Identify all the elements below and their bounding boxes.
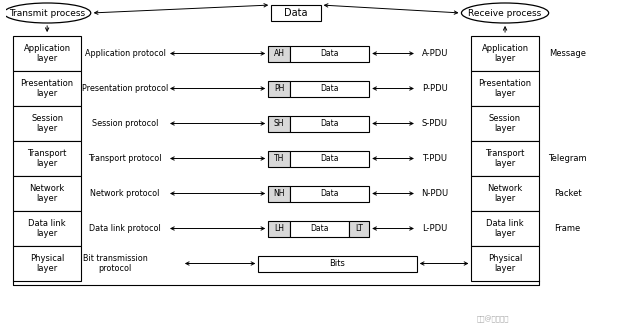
- Bar: [349, 220, 369, 237]
- Text: T-PDU: T-PDU: [422, 154, 447, 163]
- Text: Presentation
layer: Presentation layer: [21, 79, 74, 98]
- Text: NH: NH: [273, 189, 285, 198]
- Bar: [268, 220, 290, 237]
- Text: Receive process: Receive process: [469, 9, 542, 18]
- Bar: [14, 176, 81, 211]
- Text: Presentation protocol: Presentation protocol: [82, 84, 168, 93]
- Bar: [268, 80, 290, 97]
- Bar: [14, 141, 81, 176]
- Text: Data link
layer: Data link layer: [28, 219, 66, 238]
- Text: Bits: Bits: [329, 259, 346, 268]
- Ellipse shape: [462, 3, 548, 23]
- Text: Data: Data: [320, 84, 339, 93]
- Text: N-PDU: N-PDU: [421, 189, 448, 198]
- Bar: [471, 246, 539, 281]
- Text: Transport
layer: Transport layer: [27, 149, 67, 168]
- Text: Data: Data: [320, 154, 339, 163]
- Ellipse shape: [4, 3, 90, 23]
- Text: 知乎@电子同胞: 知乎@电子同胞: [476, 316, 509, 323]
- Text: Network
layer: Network layer: [487, 184, 523, 203]
- Text: Transport
layer: Transport layer: [485, 149, 525, 168]
- Bar: [268, 45, 290, 62]
- Text: Physical
layer: Physical layer: [30, 254, 64, 273]
- Text: Application
layer: Application layer: [482, 44, 529, 63]
- Bar: [471, 106, 539, 141]
- Text: Transmit process: Transmit process: [9, 9, 85, 18]
- Text: SH: SH: [274, 119, 285, 128]
- Bar: [14, 211, 81, 246]
- Bar: [258, 256, 417, 271]
- Bar: [14, 106, 81, 141]
- Text: AH: AH: [273, 49, 285, 58]
- Text: Packet: Packet: [553, 189, 582, 198]
- Text: Application
layer: Application layer: [24, 44, 71, 63]
- Bar: [268, 185, 290, 202]
- Bar: [14, 71, 81, 106]
- Text: Network
layer: Network layer: [29, 184, 65, 203]
- Text: Application protocol: Application protocol: [84, 49, 165, 58]
- Text: Frame: Frame: [554, 224, 580, 233]
- Text: Physical
layer: Physical layer: [488, 254, 522, 273]
- Text: Session
layer: Session layer: [31, 114, 63, 133]
- Text: Data link
layer: Data link layer: [486, 219, 524, 238]
- Text: Session
layer: Session layer: [489, 114, 521, 133]
- Text: Data: Data: [320, 49, 339, 58]
- Bar: [290, 185, 369, 202]
- Bar: [290, 80, 369, 97]
- Text: P-PDU: P-PDU: [422, 84, 447, 93]
- Text: Session protocol: Session protocol: [92, 119, 158, 128]
- Text: TH: TH: [274, 154, 285, 163]
- Bar: [471, 211, 539, 246]
- Text: Message: Message: [549, 49, 586, 58]
- Text: Transport protocol: Transport protocol: [88, 154, 162, 163]
- Bar: [268, 151, 290, 166]
- Text: LH: LH: [274, 224, 284, 233]
- Text: L-PDU: L-PDU: [422, 224, 447, 233]
- Bar: [271, 5, 321, 21]
- Bar: [290, 116, 369, 131]
- Text: Data link protocol: Data link protocol: [89, 224, 161, 233]
- Bar: [268, 116, 290, 131]
- Bar: [14, 246, 81, 281]
- Text: S-PDU: S-PDU: [422, 119, 447, 128]
- Bar: [471, 71, 539, 106]
- Text: LT: LT: [356, 224, 363, 233]
- Bar: [471, 36, 539, 71]
- Text: Telegram: Telegram: [548, 154, 587, 163]
- Text: Data: Data: [284, 8, 308, 18]
- Bar: [290, 45, 369, 62]
- Bar: [471, 176, 539, 211]
- Text: Data: Data: [311, 224, 329, 233]
- Text: Bit transmission
protocol: Bit transmission protocol: [82, 254, 147, 273]
- Text: Network protocol: Network protocol: [90, 189, 160, 198]
- Bar: [471, 141, 539, 176]
- Bar: [290, 220, 349, 237]
- Text: PH: PH: [274, 84, 285, 93]
- Text: Data: Data: [320, 119, 339, 128]
- Text: Presentation
layer: Presentation layer: [479, 79, 532, 98]
- Bar: [14, 36, 81, 71]
- Text: A-PDU: A-PDU: [421, 49, 448, 58]
- Text: Data: Data: [320, 189, 339, 198]
- Bar: [290, 151, 369, 166]
